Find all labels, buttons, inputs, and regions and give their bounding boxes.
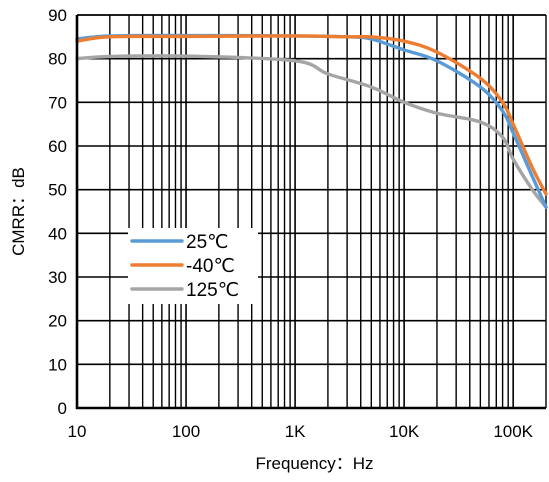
y-tick-label: 20: [48, 312, 67, 331]
y-axis-label: CMRR：dB: [9, 167, 28, 256]
y-tick-label: 50: [48, 181, 67, 200]
y-tick-label: 90: [48, 6, 67, 25]
legend-label: 125℃: [186, 280, 239, 301]
y-tick-label: 80: [48, 50, 67, 69]
grid-layer: [76, 14, 547, 409]
series-line-1: [75, 34, 548, 196]
y-tick-label: 0: [58, 399, 67, 418]
x-tick-label: 10: [68, 422, 87, 441]
y-tick-label: 60: [48, 137, 67, 156]
y-tick-label: 30: [48, 268, 67, 287]
series-line-2: [75, 54, 548, 209]
series-layer: [75, 33, 548, 209]
x-tick-label: 100K: [493, 422, 533, 441]
plot-frame-layer: [75, 14, 546, 410]
y-tick-label: 10: [48, 355, 67, 374]
x-tick-label: 1K: [285, 422, 306, 441]
y-tick-label: 40: [48, 224, 67, 243]
x-tick-label: 10K: [389, 422, 420, 441]
x-tick-label: 100: [172, 422, 200, 441]
x-axis-label: Frequency：Hz: [255, 454, 373, 473]
legend-label: -40℃: [186, 256, 235, 277]
legend: 25℃ -40℃ 125℃: [130, 232, 239, 301]
legend-label: 25℃: [186, 232, 228, 253]
y-tick-label: 70: [48, 93, 67, 112]
